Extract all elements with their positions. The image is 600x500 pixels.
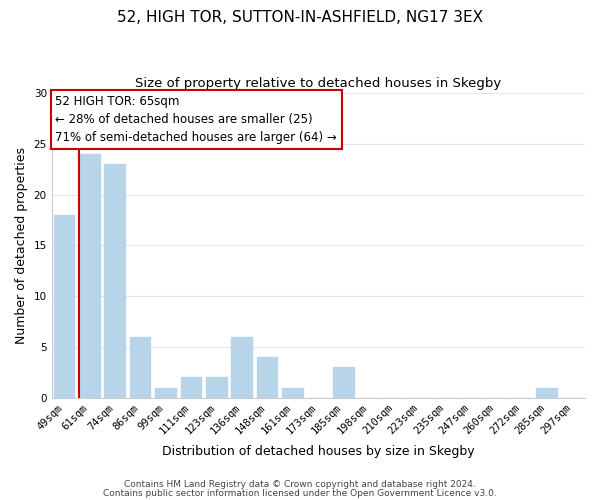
Text: 52, HIGH TOR, SUTTON-IN-ASHFIELD, NG17 3EX: 52, HIGH TOR, SUTTON-IN-ASHFIELD, NG17 3…: [117, 10, 483, 25]
Bar: [333, 368, 355, 398]
Bar: [282, 388, 304, 398]
Bar: [181, 378, 202, 398]
Title: Size of property relative to detached houses in Skegby: Size of property relative to detached ho…: [135, 78, 502, 90]
X-axis label: Distribution of detached houses by size in Skegby: Distribution of detached houses by size …: [162, 444, 475, 458]
Text: Contains public sector information licensed under the Open Government Licence v3: Contains public sector information licen…: [103, 488, 497, 498]
Bar: [104, 164, 126, 398]
Bar: [257, 357, 278, 398]
Y-axis label: Number of detached properties: Number of detached properties: [15, 147, 28, 344]
Text: Contains HM Land Registry data © Crown copyright and database right 2024.: Contains HM Land Registry data © Crown c…: [124, 480, 476, 489]
Bar: [155, 388, 177, 398]
Bar: [130, 337, 151, 398]
Text: 52 HIGH TOR: 65sqm
← 28% of detached houses are smaller (25)
71% of semi-detache: 52 HIGH TOR: 65sqm ← 28% of detached hou…: [55, 95, 337, 144]
Bar: [79, 154, 101, 398]
Bar: [232, 337, 253, 398]
Bar: [206, 378, 227, 398]
Bar: [536, 388, 557, 398]
Bar: [53, 215, 75, 398]
